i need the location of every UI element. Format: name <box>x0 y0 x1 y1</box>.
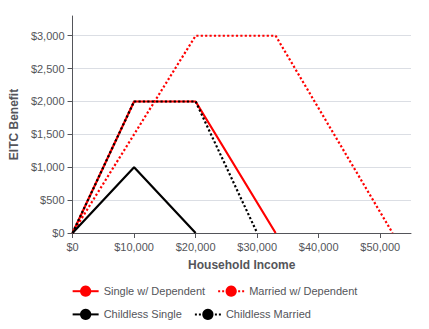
svg-text:$500: $500 <box>40 194 64 206</box>
svg-text:$0: $0 <box>52 227 64 239</box>
svg-text:Married w/ Dependent: Married w/ Dependent <box>249 285 357 297</box>
svg-text:Household Income: Household Income <box>188 258 296 272</box>
svg-text:EITC Benefit: EITC Benefit <box>7 89 21 160</box>
svg-text:$10,000: $10,000 <box>114 241 154 253</box>
svg-text:$1,500: $1,500 <box>31 128 65 140</box>
svg-text:Childless Single: Childless Single <box>104 308 182 320</box>
svg-text:Childless Married: Childless Married <box>226 308 311 320</box>
svg-text:$2,000: $2,000 <box>31 95 65 107</box>
svg-text:Single w/ Dependent: Single w/ Dependent <box>104 285 206 297</box>
svg-text:$1,000: $1,000 <box>31 161 65 173</box>
svg-text:$20,000: $20,000 <box>176 241 216 253</box>
svg-text:$30,000: $30,000 <box>237 241 277 253</box>
svg-text:$50,000: $50,000 <box>360 241 400 253</box>
svg-text:$2,500: $2,500 <box>31 63 65 75</box>
svg-text:$3,000: $3,000 <box>31 30 65 42</box>
svg-text:$0: $0 <box>66 241 78 253</box>
svg-text:$40,000: $40,000 <box>299 241 339 253</box>
